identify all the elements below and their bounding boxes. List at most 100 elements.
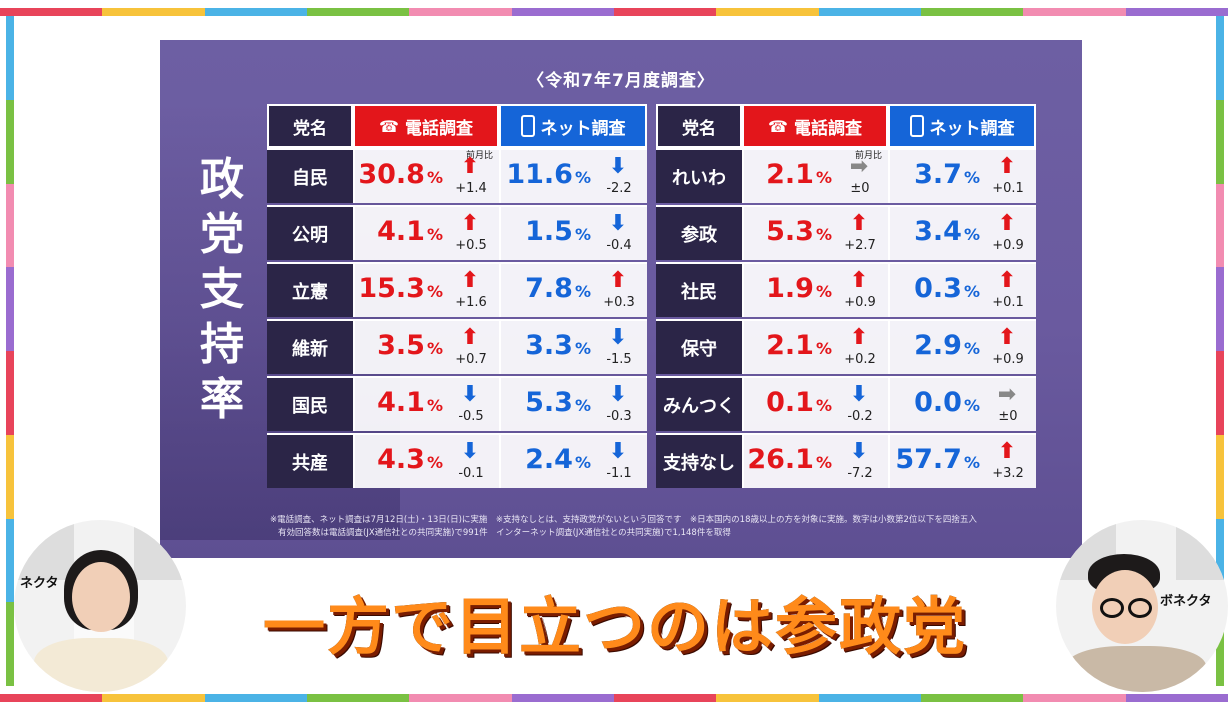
smartphone-icon [520, 115, 535, 137]
table-row: れいわ 前月比 2.1% ➡ ±0 3.7% ⬆ +0.1 [656, 148, 1036, 205]
frame-stripe-segment [6, 434, 14, 519]
net-percent: 3.3% [525, 330, 591, 361]
percent-unit: % [963, 339, 980, 358]
phone-percent: 26.1% [747, 444, 832, 475]
net-value: 0.3 [914, 273, 962, 304]
frame-stripe-segment [920, 8, 1024, 16]
arrow-down-icon: ⬇ [460, 382, 480, 407]
frame-stripe-segment [716, 8, 819, 16]
table-row: 社民 1.9% ⬆ +0.9 0.3% ⬆ +0.1 [656, 262, 1036, 319]
phone-delta: +0.2 [844, 352, 876, 367]
arrow-up-icon: ⬆ [997, 439, 1017, 464]
frame-stripe-segment [0, 694, 103, 702]
frame-stripe-segment [6, 351, 14, 435]
phone-value: 2.1 [766, 330, 814, 361]
party-name: れいわ [656, 148, 742, 203]
phone-value: 0.1 [766, 387, 814, 418]
net-delta: -1.1 [606, 466, 632, 481]
vertical-title-char: 支 [200, 264, 244, 315]
arrow-up-icon: ⬆ [460, 325, 480, 350]
phone-delta: +1.6 [455, 295, 487, 310]
arrow-down-icon: ⬇ [608, 382, 628, 407]
net-value: 2.4 [525, 444, 573, 475]
frame-stripe-segment [818, 8, 921, 16]
header-party: 党名 [656, 104, 742, 148]
net-value: 5.3 [525, 387, 573, 418]
net-percent: 7.8% [525, 273, 591, 304]
phone-value: 2.1 [766, 159, 814, 190]
frame-stripe-segment [102, 8, 205, 16]
arrow-down-icon: ⬇ [608, 439, 628, 464]
phone-percent: 4.1% [377, 387, 443, 418]
presenter-left-video: ネクタ [14, 520, 186, 692]
footnote-line: 有効回答数は電話調査(JX通信社との共同実施)で991件 インターネット調査(J… [278, 528, 731, 538]
net-delta: +0.1 [992, 181, 1024, 196]
party-name: 保守 [656, 319, 742, 374]
phone-value: 3.5 [377, 330, 425, 361]
phone-cell: 0.1% ⬇ -0.2 [742, 376, 888, 431]
party-name: みんつく [656, 376, 742, 431]
frame-stripe-segment [511, 694, 614, 702]
table-row: 共産 4.3% ⬇ -0.1 2.4% ⬇ -1.1 [267, 433, 647, 490]
net-percent: 11.6% [506, 159, 591, 190]
net-percent: 57.7% [895, 444, 980, 475]
phone-delta: +0.5 [455, 238, 487, 253]
net-value: 7.8 [525, 273, 573, 304]
arrow-right-icon: ➡ [849, 154, 869, 179]
survey-title: 〈令和7年7月度調査〉 [527, 71, 715, 91]
net-percent: 0.0% [914, 387, 980, 418]
phone-icon: ☎ [768, 116, 788, 136]
arrow-down-icon: ⬇ [849, 439, 869, 464]
phone-percent: 4.1% [377, 216, 443, 247]
header-net-label: ネット調査 [540, 118, 626, 139]
phone-percent: 5.3% [766, 216, 832, 247]
party-name: 公明 [267, 205, 353, 260]
frame-stripe-segment [1125, 8, 1228, 16]
arrow-up-icon: ⬆ [849, 268, 869, 293]
arrow-up-icon: ⬆ [460, 154, 480, 179]
poll-slide: 〈令和7年7月度調査〉 政 党 支 持 率 党名 ☎ 電話調査 ネット調査 自民前… [160, 40, 1082, 558]
table-row: 自民 前月比 30.8% ⬆ +1.4 11.6% ⬇ -2.2 [267, 148, 647, 205]
prev-month-label: 前月比 [465, 151, 493, 161]
phone-percent: 2.1% [766, 330, 832, 361]
phone-delta: +0.9 [844, 295, 876, 310]
brand-logo-left: ネクタ [20, 576, 59, 591]
net-value: 2.9 [914, 330, 962, 361]
frame-stripe-segment [6, 518, 14, 603]
phone-delta: -0.1 [458, 466, 484, 481]
percent-unit: % [574, 453, 591, 472]
phone-percent: 4.3% [377, 444, 443, 475]
phone-percent: 30.8% [358, 159, 443, 190]
frame-stripe-segment [6, 267, 14, 351]
net-value: 3.7 [914, 159, 962, 190]
vertical-title: 政 党 支 持 率 [194, 152, 250, 427]
net-value: 0.0 [914, 387, 962, 418]
phone-cell: 4.1% ⬇ -0.5 [353, 376, 499, 431]
percent-unit: % [815, 225, 832, 244]
footnote: ※電話調査、ネット調査は7月12日(土)・13日(日)に実施 ※支持なしとは、支… [270, 514, 1070, 540]
percent-unit: % [815, 282, 832, 301]
net-percent: 0.3% [914, 273, 980, 304]
frame-stripe-segment [306, 694, 410, 702]
arrow-down-icon: ⬇ [608, 325, 628, 350]
vertical-title-char: 党 [200, 209, 244, 260]
table-row: 支持なし 26.1% ⬇ -7.2 57.7% ⬆ +3.2 [656, 433, 1036, 490]
net-delta: -2.2 [606, 181, 632, 196]
frame-stripe-segment [1216, 434, 1224, 519]
phone-cell: 4.3% ⬇ -0.1 [353, 433, 499, 488]
percent-unit: % [426, 282, 443, 301]
phone-value: 30.8 [358, 159, 425, 190]
net-value: 11.6 [506, 159, 573, 190]
frame-stripe-segment [920, 694, 1024, 702]
percent-unit: % [426, 225, 443, 244]
net-percent: 3.7% [914, 159, 980, 190]
header-party: 党名 [267, 104, 353, 148]
net-cell: 7.8% ⬆ +0.3 [499, 262, 647, 317]
glasses-icon [1100, 598, 1124, 618]
net-cell: 1.5% ⬇ -0.4 [499, 205, 647, 260]
phone-cell: 2.1% ⬆ +0.2 [742, 319, 888, 374]
frame-stripe-segment [511, 8, 614, 16]
frame-stripe-segment [1216, 183, 1224, 268]
frame-stripe-segment [409, 8, 512, 16]
arrow-down-icon: ⬇ [608, 154, 628, 179]
